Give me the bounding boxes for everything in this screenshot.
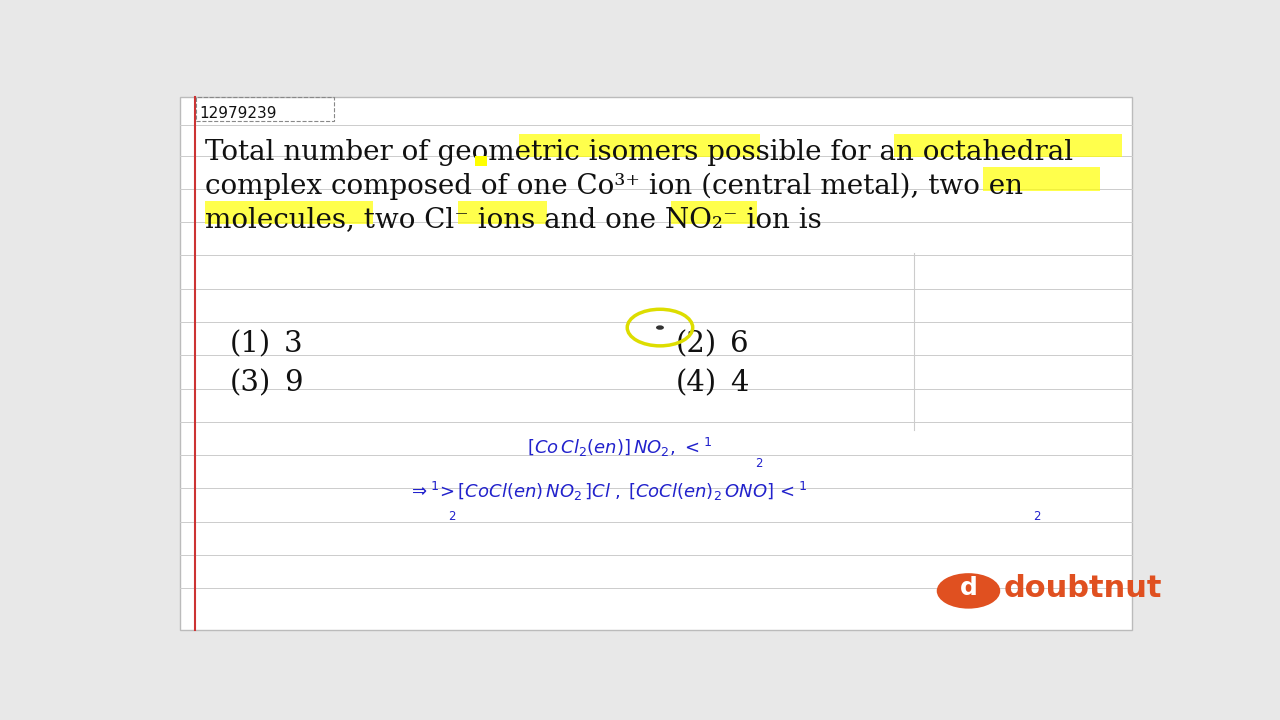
Text: $_2$: $_2$: [1033, 505, 1042, 523]
Text: $[Co\,Cl_2(en)]\,NO_2,\,<^1$: $[Co\,Cl_2(en)]\,NO_2,\,<^1$: [527, 436, 713, 459]
Circle shape: [937, 573, 1000, 608]
Text: 6: 6: [731, 330, 749, 359]
FancyBboxPatch shape: [179, 97, 1132, 630]
Text: 12979239: 12979239: [200, 106, 278, 121]
Text: molecules, two Cl⁻ ions and one NO₂⁻ ion is: molecules, two Cl⁻ ions and one NO₂⁻ ion…: [205, 206, 822, 233]
Text: 4: 4: [731, 369, 749, 397]
Text: doubtnut: doubtnut: [1004, 574, 1162, 603]
Text: $_2$: $_2$: [448, 505, 456, 523]
FancyBboxPatch shape: [458, 201, 547, 224]
FancyBboxPatch shape: [520, 134, 760, 158]
FancyBboxPatch shape: [671, 201, 758, 224]
Text: complex composed of one Co³⁺ ion (central metal), two en: complex composed of one Co³⁺ ion (centra…: [205, 172, 1023, 199]
Text: 3: 3: [284, 330, 302, 359]
Text: (4): (4): [676, 369, 717, 397]
Text: $_2$: $_2$: [755, 452, 764, 470]
FancyBboxPatch shape: [983, 167, 1101, 191]
Text: 9: 9: [284, 369, 302, 397]
FancyBboxPatch shape: [895, 134, 1123, 158]
FancyBboxPatch shape: [205, 201, 374, 224]
Text: d: d: [960, 576, 978, 600]
Text: (2): (2): [676, 330, 717, 359]
Text: $\Rightarrow^1\! >[CoCl(en)\,NO_2\,]Cl\;,\;[CoCl(en)_2\,ONO]\,<^1$: $\Rightarrow^1\! >[CoCl(en)\,NO_2\,]Cl\;…: [408, 480, 808, 503]
Text: Total number of geometric isomers possible for an octahedral: Total number of geometric isomers possib…: [205, 139, 1073, 166]
Circle shape: [657, 325, 664, 330]
Text: (3): (3): [229, 369, 270, 397]
Text: (1): (1): [229, 330, 270, 359]
FancyBboxPatch shape: [475, 156, 488, 166]
